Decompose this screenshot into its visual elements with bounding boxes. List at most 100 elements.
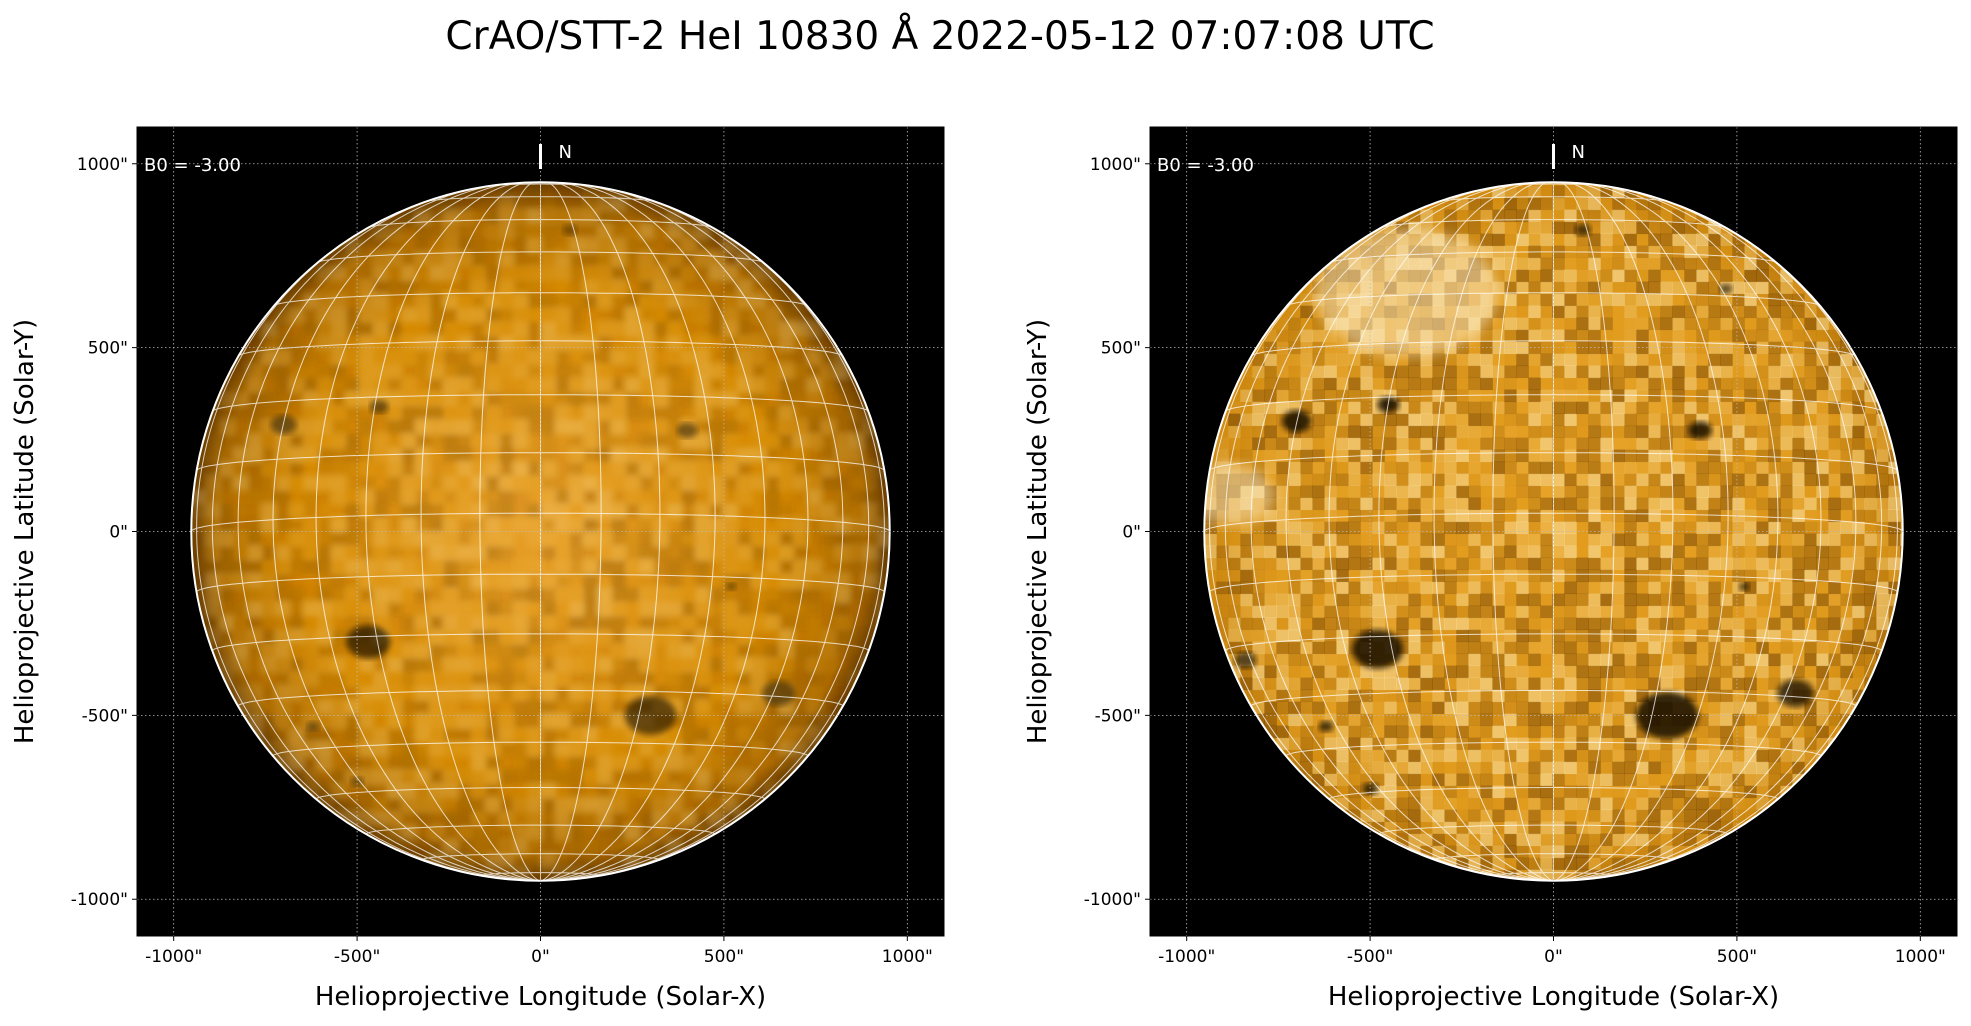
texture-cell: [1612, 306, 1625, 319]
texture-cell: [1876, 581, 1889, 595]
texture-cell: [1528, 521, 1541, 535]
texture-cell: [1396, 545, 1409, 559]
longitude-line: [1553, 182, 1615, 881]
texture-cell: [1384, 797, 1397, 811]
texture-cell: [1540, 521, 1553, 535]
texture-cell: [345, 293, 360, 309]
texture-cell: [1624, 497, 1637, 511]
texture-cell: [1636, 317, 1649, 331]
panel-left: -1000" -500" 0" 500" 1000"1000"500"0"-500"-1…: [10, 126, 945, 1012]
texture-cell: [1540, 545, 1553, 559]
texture-cell: [359, 713, 374, 729]
texture-cell: [261, 672, 276, 687]
texture-cell: [751, 643, 766, 659]
texture-cell: [499, 741, 514, 757]
texture-cell: [541, 601, 556, 617]
texture-cell: [1408, 689, 1421, 703]
texture-cell: [583, 251, 598, 267]
texture-cell: [1564, 305, 1577, 319]
texture-cell: [1612, 653, 1625, 667]
texture-cell: [1444, 605, 1457, 619]
texture-cell: [1612, 786, 1625, 799]
texture-cell: [485, 825, 500, 841]
longitude-line: [540, 182, 766, 881]
texture-cell: [1684, 473, 1697, 487]
b0-annotation: B0 = -3.00: [144, 155, 241, 176]
texture-cell: [765, 643, 780, 659]
texture-cell: [1444, 737, 1457, 751]
texture-cell: [443, 279, 458, 295]
texture-cell: [1636, 377, 1649, 391]
texture-cell: [261, 349, 276, 365]
texture-cell: [471, 195, 486, 211]
texture-cell: [1840, 389, 1853, 403]
texture-cell: [1408, 809, 1421, 823]
texture-cell: [1708, 677, 1721, 691]
texture-cell: [1408, 533, 1421, 547]
texture-cell: [401, 265, 416, 281]
texture-cell: [1528, 761, 1541, 775]
texture-cell: [1456, 473, 1469, 487]
texture-cell: [275, 629, 290, 645]
texture-cell: [415, 531, 430, 547]
texture-cell: [345, 685, 360, 701]
texture-cell: [1252, 450, 1265, 463]
texture-cell: [1732, 377, 1745, 391]
texture-cell: [1768, 521, 1781, 535]
texture-cell: [583, 685, 598, 701]
b0-annotation: B0 = -3.00: [1157, 155, 1254, 176]
x-tick-label: 500": [1717, 947, 1757, 967]
texture-cell: [1612, 773, 1625, 787]
texture-cell: [1744, 329, 1757, 343]
texture-cell: [1264, 521, 1277, 535]
texture-cell: [1372, 413, 1385, 427]
texture-cell: [527, 251, 542, 267]
texture-cell: [359, 349, 374, 365]
texture-cell: [1648, 293, 1661, 307]
texture-cell: [1372, 365, 1385, 379]
texture-cell: [1588, 689, 1601, 703]
texture-cell: [1456, 533, 1469, 547]
texture-cell: [527, 391, 542, 407]
texture-cell: [1648, 653, 1661, 667]
texture-cell: [1480, 449, 1493, 463]
texture-cell: [1768, 701, 1781, 715]
texture-cell: [443, 587, 458, 603]
texture-cell: [1696, 293, 1709, 307]
texture-cell: [317, 643, 332, 659]
texture-cell: [1768, 485, 1781, 499]
texture-cell: [555, 238, 570, 253]
texture-cell: [1756, 641, 1769, 655]
texture-cell: [1264, 629, 1277, 643]
texture-cell: [1444, 221, 1457, 235]
texture-cell: [499, 839, 514, 855]
texture-cell: [597, 671, 612, 687]
texture-cell: [499, 251, 514, 267]
texture-cell: [499, 755, 514, 771]
texture-cell: [485, 251, 500, 267]
texture-cell: [1744, 437, 1757, 451]
texture-cell: [1660, 749, 1673, 763]
texture-cell: [681, 349, 696, 365]
texture-cell: [1732, 533, 1745, 547]
texture-cell: [359, 727, 374, 743]
texture-cell: [331, 587, 346, 603]
texture-cell: [1516, 665, 1529, 679]
texture-cell: [611, 265, 626, 281]
texture-cell: [1324, 365, 1337, 379]
texture-cell: [1528, 305, 1541, 319]
texture-cell: [527, 671, 542, 687]
texture-cell: [1312, 665, 1325, 679]
texture-cell: [1552, 497, 1565, 511]
texture-cell: [1480, 401, 1493, 415]
texture-cell: [1252, 521, 1265, 535]
texture-cell: [1744, 498, 1757, 511]
texture-cell: [625, 545, 640, 561]
texture-cell: [1648, 413, 1661, 427]
texture-cell: [597, 293, 612, 309]
texture-cell: [233, 573, 248, 589]
texture-cell: [1672, 653, 1685, 667]
texture-cell: [1720, 641, 1733, 655]
texture-cell: [1684, 665, 1697, 679]
texture-cell: [1444, 641, 1457, 655]
